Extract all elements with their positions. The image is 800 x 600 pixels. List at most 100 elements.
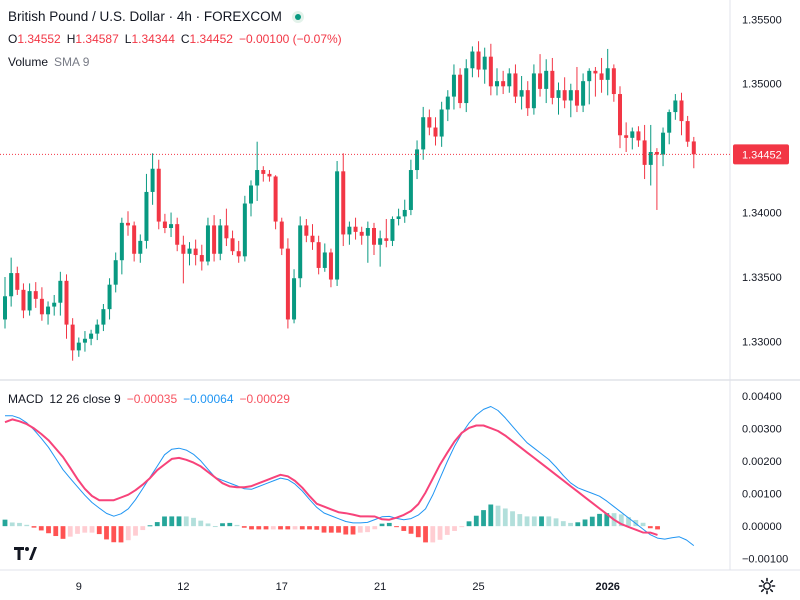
macd-histogram-bar [292,526,298,530]
macd-histogram-bar [365,526,370,533]
low-value: 1.34344 [131,32,175,46]
candle-body [347,226,352,235]
candle-body [144,191,149,241]
candle-body [445,96,450,110]
tradingview-logo-icon[interactable] [10,540,40,566]
candle-body [513,73,518,97]
time-axis[interactable]: 9 12 17 21 25 2026 [76,581,620,593]
candle-body [390,218,395,241]
candle-body [298,225,303,279]
candle-body [236,251,241,257]
candle-body [95,324,100,334]
macd-histogram-bar [17,522,22,527]
volume-legend[interactable]: Volume SMA 9 [8,55,89,69]
macd-histogram-bar [568,522,573,527]
candle-body [611,68,616,95]
macd-histogram-bar [444,526,450,535]
macd-histogram-bar [285,526,291,530]
candle-body [292,278,297,320]
candle-body [156,168,161,222]
macd-tick-label: 0.00200 [742,456,782,468]
candle-body [212,225,217,254]
macd-params: 12 26 close 9 [49,392,121,406]
macd-histogram-bar [343,526,349,535]
candle-body [21,289,26,311]
symbol-legend[interactable]: British Pound / U.S. Dollar · 4h · FOREX… [8,9,304,24]
macd-histogram-bar [31,526,37,528]
macd-histogram-bar [162,516,167,527]
candle-body [169,224,174,228]
candle-body [476,51,481,70]
macd-histogram-bar [386,522,392,527]
macd-axis[interactable]: 0.00400 0.00300 0.00200 0.00100 0.00000 −0.00… [742,391,788,565]
macd-tick-label: 0.00400 [742,391,782,403]
price-axis[interactable]: 1.355001.350001.345001.340001.335001.330… [733,14,789,348]
candle-body [205,225,210,262]
macd-histogram-bar [198,520,204,527]
macd-histogram-bar [452,526,457,531]
candle-body [279,221,284,249]
candle-body [667,112,672,133]
macd-histogram-bar [524,516,530,527]
candle-body [316,242,321,268]
macd-histogram-bar [379,523,385,527]
macd-histogram-bar [328,526,334,533]
candle-body [33,291,38,299]
volume-label[interactable]: Volume [8,55,49,69]
macd-histogram-bar [321,526,327,533]
market-status-icon[interactable] [291,10,304,23]
macd-histogram-bar [473,515,479,527]
candle-body [218,225,223,254]
candle-body [648,152,653,165]
candle-body [562,90,567,101]
symbol-title[interactable]: British Pound / U.S. Dollar [8,9,165,24]
macd-histogram-bar [2,519,8,527]
macd-histogram-bar [111,526,117,543]
candle-body [458,74,463,104]
candle-body [353,226,358,232]
candle-body [27,291,32,311]
candle-body [304,225,309,236]
candle-body [58,280,63,303]
candle-body [531,73,536,109]
price-tick-label: 1.35500 [742,14,782,26]
interval-label[interactable]: 4h [176,9,192,24]
macd-histogram-bar [314,526,320,530]
candle-body [138,240,143,254]
macd-histogram-bar [546,516,552,527]
macd-histogram-bar [53,526,59,537]
macd-legend[interactable]: MACD 12 26 close 9 −0.00035 −0.00064 −0.… [8,392,296,406]
macd-histogram-bar [466,521,472,527]
settings-gear-icon[interactable] [758,577,776,595]
candle-body [587,70,592,82]
candle-body [415,149,420,171]
candle-body [673,100,678,113]
macd-pane[interactable] [2,406,695,546]
macd-histogram-bar [415,526,421,538]
macd-histogram-bar [481,510,486,527]
separator: · [168,9,174,24]
candle-body [119,222,124,261]
candle-body [470,51,475,69]
macd-histogram-bar [241,526,247,528]
macd-histogram-bar [640,522,646,527]
macd-histogram-bar [517,514,523,527]
open-label: O [8,32,18,46]
candle-body [230,238,235,252]
candle-body [605,68,610,80]
price-pane[interactable] [0,41,730,361]
candle-body [525,90,530,109]
macd-label[interactable]: MACD [8,392,44,406]
candle-body [107,284,112,310]
candle-body [661,132,666,155]
macd-histogram-bar [234,524,240,527]
macd-histogram-bar [531,516,537,527]
candle-body [162,221,167,228]
price-tick-label: 1.35000 [742,79,782,91]
candle-body [378,238,383,245]
candle-body [89,333,94,339]
macd-histogram-bar [9,522,15,527]
open-value: 1.34552 [17,32,61,46]
price-tick-label: 1.33500 [742,272,782,284]
